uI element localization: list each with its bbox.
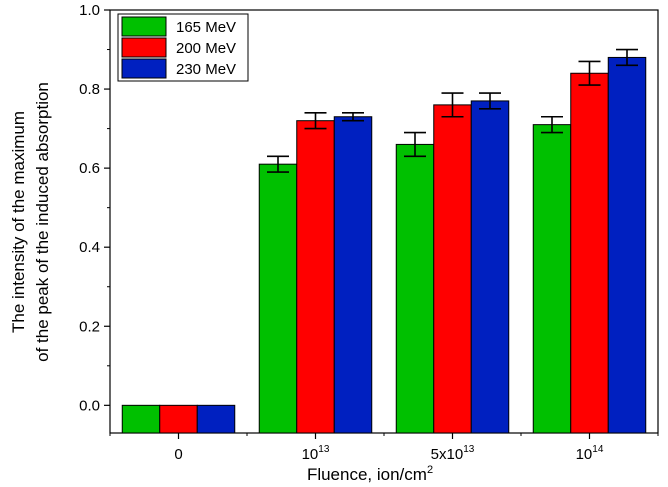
y-axis-title-line1: The intensity of the maximum bbox=[9, 111, 28, 333]
y-tick-label: 1.0 bbox=[79, 2, 100, 19]
x-axis-title: Fluence, ion/cm2 bbox=[307, 464, 433, 484]
bars-group bbox=[121, 56, 647, 434]
y-tick-label: 0.6 bbox=[79, 160, 100, 177]
y-tick-label: 0.0 bbox=[79, 397, 100, 414]
legend-swatch bbox=[121, 58, 167, 79]
x-tick-label: 1014 bbox=[576, 444, 604, 463]
bar bbox=[470, 100, 510, 434]
y-axis: 0.0 0.2 0.4 0.6 0.8 1.0 bbox=[79, 2, 110, 414]
bar bbox=[333, 116, 373, 434]
bar bbox=[159, 404, 198, 434]
y-tick-label: 0.2 bbox=[79, 318, 100, 335]
bar bbox=[395, 143, 435, 434]
bar bbox=[258, 163, 298, 434]
error-bars-group bbox=[267, 48, 638, 173]
legend: 165 MeV 200 MeV 230 MeV bbox=[117, 13, 249, 82]
bar bbox=[121, 404, 161, 434]
legend-label: 165 MeV bbox=[176, 19, 236, 36]
bar bbox=[433, 104, 472, 434]
x-axis: 0 1013 5x1013 1014 bbox=[109, 433, 659, 463]
bar bbox=[296, 120, 335, 434]
x-tick-label: 0 bbox=[174, 446, 182, 463]
x-tick-label: 5x1013 bbox=[431, 444, 475, 463]
bar bbox=[570, 72, 609, 434]
bar bbox=[532, 124, 572, 434]
legend-label: 230 MeV bbox=[176, 61, 236, 78]
y-tick-label: 0.4 bbox=[79, 239, 100, 256]
y-tick-label: 0.8 bbox=[79, 81, 100, 98]
bar bbox=[607, 56, 647, 434]
y-axis-title-line2: of the peak of the induced absorption bbox=[33, 82, 52, 362]
x-tick-label: 1013 bbox=[302, 444, 330, 463]
legend-swatch bbox=[121, 16, 167, 37]
legend-label: 200 MeV bbox=[176, 40, 236, 57]
bar bbox=[196, 404, 236, 434]
legend-swatch bbox=[121, 37, 167, 58]
